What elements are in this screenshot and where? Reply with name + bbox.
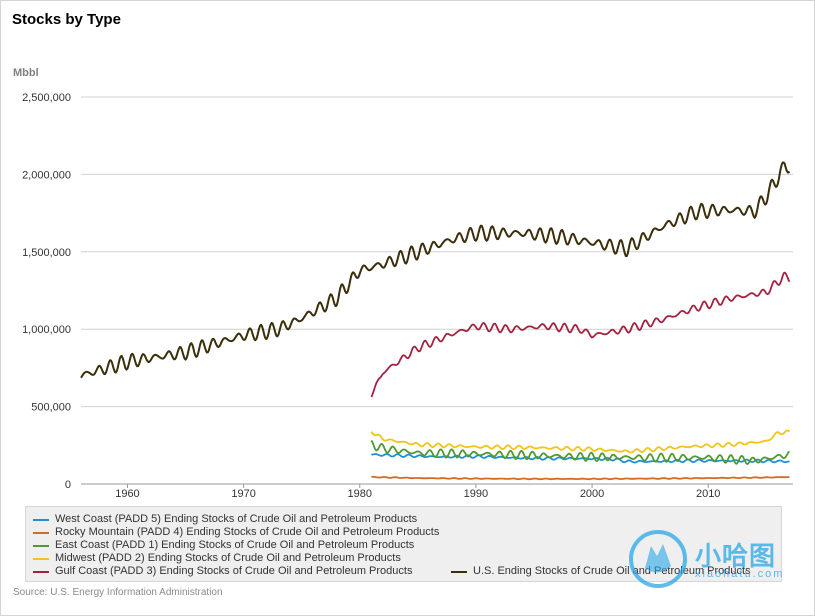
x-tick-label: 1970 xyxy=(231,488,255,500)
y-tick-label: 1,500,000 xyxy=(22,247,71,259)
watermark-text: 小哈图 xyxy=(695,541,777,571)
series-line xyxy=(371,453,790,464)
y-tick-label: 2,000,000 xyxy=(22,169,71,181)
legend-swatch xyxy=(33,519,49,521)
y-tick-label: 2,500,000 xyxy=(22,92,71,104)
legend-swatch xyxy=(451,571,467,573)
legend-label: Gulf Coast (PADD 3) Ending Stocks of Cru… xyxy=(55,565,413,577)
chart-title: Stocks by Type xyxy=(12,11,121,28)
legend-swatch xyxy=(33,532,49,534)
series-line xyxy=(370,271,791,398)
legend-swatch xyxy=(33,558,49,560)
watermark-sub: xiaohatu.com xyxy=(695,568,785,580)
x-tick-label: 1980 xyxy=(348,488,372,500)
series-line xyxy=(370,440,791,465)
series-line xyxy=(371,475,790,481)
line-chart: 0 500,000 1,000,000 1,500,000 2,000,000 2,500… xyxy=(22,92,793,500)
y-tick-label: 0 xyxy=(65,479,71,491)
series-line xyxy=(370,429,791,454)
y-tick-label: 500,000 xyxy=(31,402,71,414)
x-tick-label: 1990 xyxy=(464,488,488,500)
x-tick-label: 2010 xyxy=(696,488,720,500)
legend-label: Rocky Mountain (PADD 4) Ending Stocks of… xyxy=(55,526,440,538)
x-tick-label: 1960 xyxy=(115,488,139,500)
y-tick-label: 1,000,000 xyxy=(22,324,71,336)
legend-label: West Coast (PADD 5) Ending Stocks of Cru… xyxy=(55,513,418,525)
watermark: 小哈图 xiaohatu.com xyxy=(627,528,797,590)
legend-swatch xyxy=(33,545,49,547)
legend-label: Midwest (PADD 2) Ending Stocks of Crude … xyxy=(55,552,401,564)
legend-swatch xyxy=(33,571,49,573)
legend-label: East Coast (PADD 1) Ending Stocks of Cru… xyxy=(55,539,415,551)
x-tick-label: 2000 xyxy=(580,488,604,500)
series-line xyxy=(80,161,791,379)
wolf-logo-icon xyxy=(629,530,687,588)
y-axis-unit: Mbbl xyxy=(13,67,39,79)
source-note: Source: U.S. Energy Information Administ… xyxy=(13,587,223,598)
